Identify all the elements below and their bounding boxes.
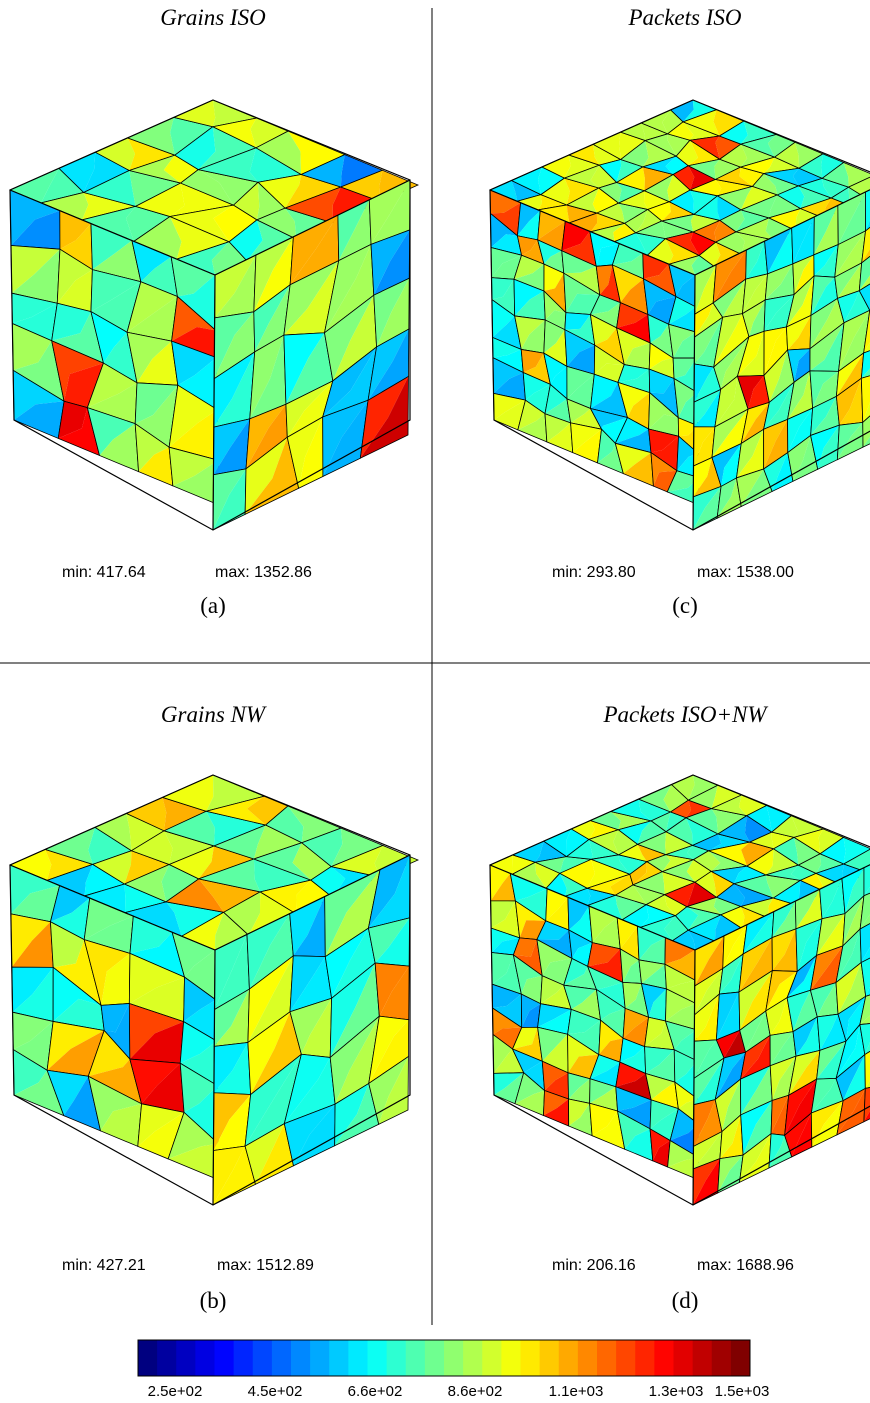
panel-title: Grains ISO — [160, 5, 266, 30]
min-label: min: 427.21 — [62, 1257, 146, 1274]
colorbar-step — [482, 1340, 502, 1376]
colorbar-step — [425, 1340, 445, 1376]
colorbar-tick-label: 1.3e+03 — [649, 1383, 704, 1400]
colorbar-step — [387, 1340, 407, 1376]
colorbar-step — [712, 1340, 732, 1376]
colorbar-step — [291, 1340, 311, 1376]
colorbar-step — [406, 1340, 426, 1376]
colorbar-step — [310, 1340, 330, 1376]
colorbar-step — [654, 1340, 674, 1376]
colorbar-step — [272, 1340, 292, 1376]
colorbar-step — [578, 1340, 598, 1376]
panel-title: Grains NW — [161, 702, 267, 727]
colorbar-step — [674, 1340, 694, 1376]
colorbar-tick-label: 1.5e+03 — [715, 1383, 770, 1400]
colorbar-step — [463, 1340, 483, 1376]
colorbar-step — [348, 1340, 368, 1376]
cube — [10, 100, 418, 530]
colorbar-tick-label: 2.5e+02 — [148, 1383, 203, 1400]
panel-caption: (c) — [672, 593, 698, 618]
max-label: max: 1512.89 — [217, 1257, 314, 1274]
colorbar-step — [501, 1340, 521, 1376]
colorbar-tick-label: 1.1e+03 — [549, 1383, 604, 1400]
colorbar-step — [329, 1340, 349, 1376]
colorbar-step — [597, 1340, 617, 1376]
min-label: min: 293.80 — [552, 564, 636, 581]
cube — [490, 100, 870, 530]
colorbar-step — [559, 1340, 579, 1376]
colorbar-step — [234, 1340, 254, 1376]
panel-caption: (d) — [672, 1288, 699, 1313]
colorbar-tick-label: 8.6e+02 — [448, 1383, 503, 1400]
colorbar-step — [635, 1340, 655, 1376]
colorbar-step — [215, 1340, 235, 1376]
colorbar-step — [731, 1340, 751, 1376]
colorbar-step — [693, 1340, 713, 1376]
colorbar-step — [176, 1340, 196, 1376]
min-label: min: 206.16 — [552, 1257, 636, 1274]
colorbar-step — [138, 1340, 158, 1376]
cube — [10, 775, 418, 1205]
max-label: max: 1688.96 — [697, 1257, 794, 1274]
colorbar-step — [521, 1340, 541, 1376]
colorbar-step — [157, 1340, 177, 1376]
colorbar-step — [253, 1340, 273, 1376]
max-label: max: 1538.00 — [697, 564, 794, 581]
colorbar-step — [368, 1340, 388, 1376]
colorbar-step — [195, 1340, 215, 1376]
cube — [490, 775, 870, 1205]
panel-title: Packets ISO — [627, 5, 741, 30]
panel-caption: (b) — [200, 1288, 227, 1313]
panel-caption: (a) — [200, 593, 226, 618]
panel-title: Packets ISO+NW — [602, 702, 768, 727]
colorbar-tick-label: 6.6e+02 — [348, 1383, 403, 1400]
colorbar-step — [616, 1340, 636, 1376]
min-label: min: 417.64 — [62, 564, 146, 581]
colorbar-step — [540, 1340, 560, 1376]
colorbar-tick-label: 4.5e+02 — [248, 1383, 303, 1400]
figure: Grains ISO min: 417.64 max: 1352.86 (a) Pack… — [0, 0, 870, 1403]
colorbar-step — [444, 1340, 464, 1376]
max-label: max: 1352.86 — [215, 564, 312, 581]
